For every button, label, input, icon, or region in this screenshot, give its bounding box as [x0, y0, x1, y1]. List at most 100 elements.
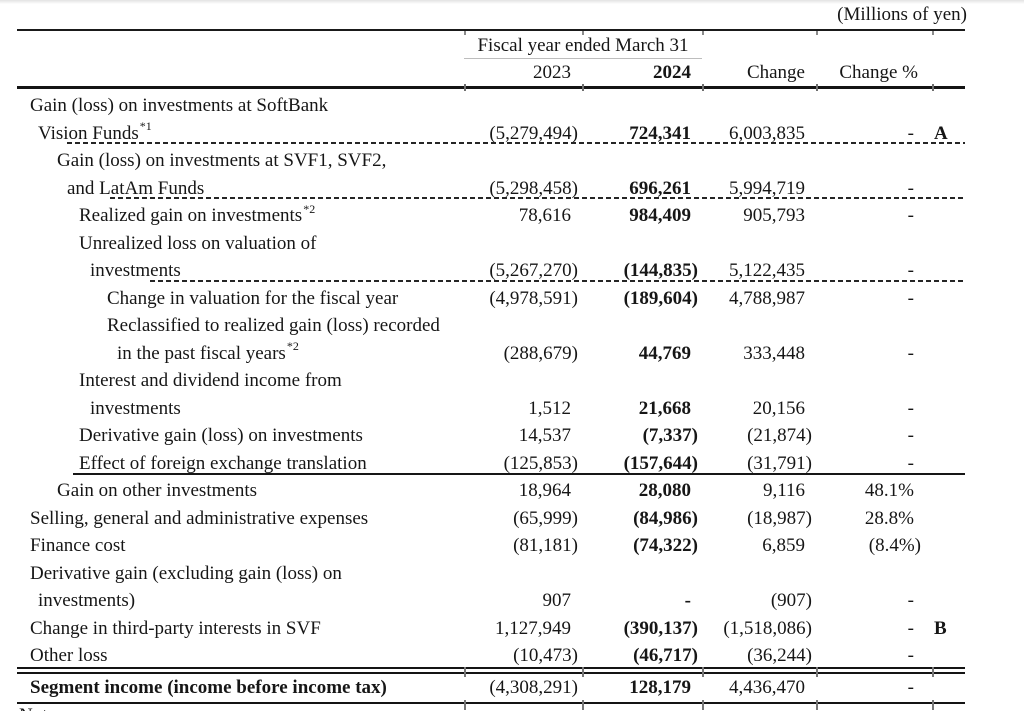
table-row: Reclassified to realized gain (loss) rec… — [17, 312, 965, 367]
table-body: Gain (loss) on investments at SoftBank Vi… — [17, 92, 965, 710]
cell-marker: A — [934, 122, 948, 144]
row-label: Finance cost — [30, 535, 126, 556]
cell-change: 20,156 — [752, 397, 805, 419]
cell-v2023: (288,679) — [503, 342, 578, 364]
row-label: Interest and dividend income from — [79, 370, 342, 391]
cell-change_pct: - — [907, 287, 914, 309]
separator-solid — [73, 473, 965, 475]
cell-marker — [932, 147, 965, 175]
cell-change_pct: 28.8% — [864, 507, 914, 529]
cell-v2024 — [582, 367, 702, 395]
row-label: Change in third-party interests in SVF — [30, 617, 321, 639]
column-tick — [464, 666, 466, 677]
cell-change: 4,788,987 — [729, 287, 805, 309]
cell-marker — [932, 532, 965, 560]
cell-change: 905,793 — [743, 205, 805, 226]
cell-marker — [932, 674, 965, 702]
cell-change_pct — [816, 560, 932, 588]
cell-v2023 — [464, 92, 582, 120]
cell-v2024: 128,179 — [629, 676, 691, 698]
cell-change_pct — [816, 147, 932, 175]
cell-v2023: (4,308,291) — [489, 676, 578, 698]
cell-v2024: 984,409 — [629, 205, 691, 226]
column-header-row: 2023 2024 Change Change % — [17, 59, 965, 86]
cell-change_pct: - — [907, 205, 914, 226]
column-tick — [702, 700, 704, 710]
cell-marker — [932, 560, 965, 588]
column-tick — [816, 31, 818, 35]
separator-dashed — [67, 142, 965, 144]
cell-v2023: 1,512 — [528, 397, 571, 419]
header-bottom-rule — [17, 84, 965, 91]
cell-v2023 — [464, 367, 582, 395]
cell-v2023: (65,999) — [513, 507, 578, 529]
row-label: and LatAm Funds — [67, 177, 205, 199]
cell-v2023: (5,298,458) — [489, 177, 578, 199]
fiscal-year-group-header: Fiscal year ended March 31 — [477, 35, 689, 56]
cell-v2024: (157,644) — [623, 452, 698, 474]
cell-change — [702, 367, 816, 395]
cell-marker — [932, 285, 965, 313]
notes-label: Notes: — [19, 704, 69, 711]
column-tick — [816, 700, 818, 710]
cell-marker — [932, 202, 965, 230]
cell-v2023: (4,978,591) — [489, 287, 578, 309]
separator-double — [17, 666, 965, 677]
cell-marker: B — [934, 617, 947, 639]
cell-marker — [932, 642, 965, 670]
table-row: Effect of foreign exchange translation (1… — [17, 450, 965, 478]
cell-change_pct — [816, 230, 932, 258]
row-label: investments — [90, 397, 181, 419]
cell-v2023: (5,279,494) — [489, 122, 578, 144]
cell-change_pct: - — [907, 122, 914, 144]
table-row: Unrealized loss on valuation of investmen… — [17, 230, 965, 285]
cell-change_pct: - — [907, 452, 914, 474]
row-label: Effect of foreign exchange translation — [79, 452, 367, 474]
row-label: Segment income (income before income tax… — [30, 676, 387, 698]
cell-marker — [932, 477, 965, 505]
table-top-rule — [17, 29, 965, 35]
row-label: in the past fiscal years*2 — [117, 339, 299, 364]
cell-change — [702, 147, 816, 175]
cell-change_pct: - — [907, 425, 914, 446]
cell-v2024: (46,717) — [633, 645, 698, 666]
separator-dashed — [150, 279, 965, 282]
cell-marker — [932, 367, 965, 395]
cell-v2023 — [464, 230, 582, 258]
table-row: Gain (loss) on investments at SoftBank Vi… — [17, 92, 965, 147]
table-row: Derivative gain (loss) on investments 14,… — [17, 422, 965, 450]
cell-change: 5,122,435 — [729, 260, 805, 281]
cell-v2024: 28,080 — [638, 480, 691, 501]
cell-marker — [932, 92, 965, 120]
table-row: Other loss (10,473) (46,717) (36,244) - — [17, 642, 965, 677]
fiscal-year-group-header-row: Fiscal year ended March 31 — [17, 32, 965, 59]
cell-change: (907) — [770, 590, 812, 611]
separator-bottom — [17, 700, 965, 710]
row-label: Gain (loss) on investments at SoftBank — [30, 95, 329, 116]
cell-marker — [932, 395, 965, 423]
cell-v2023 — [464, 147, 582, 175]
units-label: (Millions of yen) — [837, 4, 967, 25]
table-row: Interest and dividend income from investm… — [17, 367, 965, 422]
cell-v2024: (390,137) — [623, 617, 698, 639]
cell-change: 6,003,835 — [729, 122, 805, 144]
table-row: Selling, general and administrative expe… — [17, 505, 965, 533]
cell-v2023: 14,537 — [518, 425, 571, 446]
cell-change_pct — [816, 92, 932, 120]
table-row: Gain on other investments 18,964 28,080 9,1… — [17, 477, 965, 505]
row-label: Gain (loss) on investments at SVF1, SVF2… — [57, 150, 387, 171]
column-tick — [464, 31, 466, 35]
cell-change_pct — [816, 367, 932, 395]
separator-dashed — [110, 197, 965, 199]
cell-change — [702, 312, 816, 340]
row-label: Gain on other investments — [57, 480, 257, 501]
column-tick — [932, 31, 934, 35]
row-label: Reclassified to realized gain (loss) rec… — [107, 315, 440, 336]
group-header-underline — [464, 58, 702, 59]
column-tick — [702, 84, 704, 91]
col-header-2023: 2023 — [533, 62, 571, 83]
cell-v2023: 1,127,949 — [495, 617, 571, 639]
table-row: Realized gain on investments*2 78,616 984,… — [17, 202, 965, 230]
row-label: Change in valuation for the fiscal year — [107, 287, 399, 309]
row-label: Derivative gain (loss) on investments — [79, 425, 363, 446]
